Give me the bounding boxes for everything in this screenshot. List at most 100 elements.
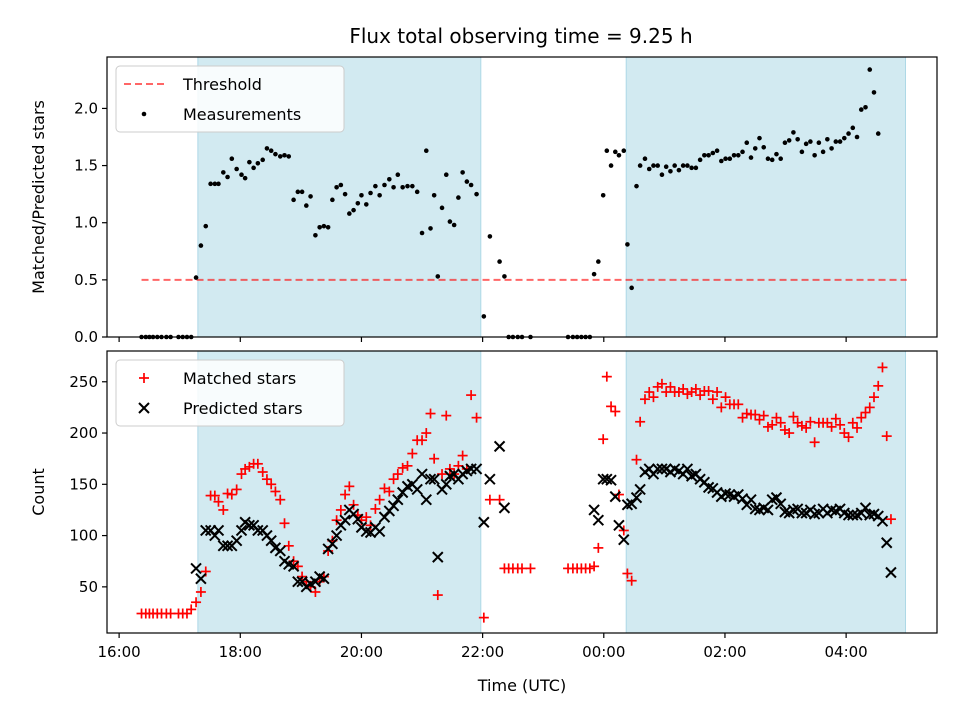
data-point	[846, 131, 851, 136]
data-point	[752, 146, 758, 151]
data-point	[217, 540, 230, 552]
x-axis-label: Time (UTC)	[477, 676, 566, 695]
data-point	[464, 179, 470, 184]
y-tick-label: 150	[69, 475, 98, 493]
data-point	[351, 207, 356, 213]
data-point	[672, 163, 677, 168]
data-point	[610, 406, 621, 417]
shaded-interval	[625, 350, 906, 634]
data-point	[274, 545, 286, 557]
data-point	[326, 538, 339, 550]
data-point	[428, 226, 433, 231]
data-point	[373, 525, 386, 538]
y-tick-label: 50	[79, 578, 98, 596]
data-point	[745, 493, 757, 506]
data-point	[761, 144, 767, 150]
data-point	[770, 491, 783, 504]
data-point	[727, 156, 733, 162]
data-point	[252, 458, 263, 469]
data-point	[421, 428, 432, 439]
data-point	[221, 170, 226, 175]
legend: Threshold Measurements	[115, 65, 345, 133]
data-point	[502, 274, 507, 279]
data-point	[652, 463, 664, 475]
data-point	[400, 184, 405, 190]
data-point	[784, 428, 795, 439]
data-point	[608, 163, 614, 168]
chart-title: Flux total observing time = 9.25 h	[349, 24, 692, 48]
data-point	[592, 514, 605, 526]
data-point	[265, 535, 277, 547]
data-point	[419, 230, 425, 236]
data-point	[830, 413, 841, 424]
data-point	[484, 494, 495, 505]
data-point	[854, 134, 860, 140]
data-point	[847, 509, 859, 521]
data-point	[288, 556, 299, 567]
data-point	[218, 504, 229, 515]
data-point	[216, 181, 221, 187]
data-point	[225, 174, 230, 180]
data-point	[829, 146, 834, 151]
data-point	[723, 156, 728, 162]
data-point	[613, 519, 625, 532]
data-point	[663, 164, 669, 170]
data-point	[286, 154, 292, 159]
data-point	[850, 125, 856, 131]
data-point	[212, 181, 218, 187]
legend-box	[115, 359, 345, 427]
data-point	[625, 242, 630, 247]
data-point	[429, 453, 440, 464]
data-point	[261, 474, 272, 485]
data-point	[247, 159, 252, 165]
data-point	[762, 504, 774, 516]
data-point	[877, 362, 888, 373]
data-point	[762, 421, 773, 432]
data-point	[769, 157, 775, 163]
data-point	[352, 513, 364, 525]
series-predicted-stars	[190, 440, 897, 593]
data-point	[279, 518, 290, 529]
data-point	[690, 383, 701, 394]
data-point	[706, 152, 711, 158]
data-point	[295, 189, 301, 195]
data-point	[833, 139, 839, 144]
data-point	[651, 163, 656, 168]
data-point	[340, 489, 351, 500]
data-point	[808, 139, 813, 144]
data-point	[665, 381, 676, 392]
data-point	[213, 496, 224, 507]
data-point	[868, 392, 879, 403]
y-axis-label: Matched/Predicted stars	[29, 100, 48, 294]
data-point	[733, 399, 744, 410]
legend-label: Measurements	[183, 105, 301, 124]
data-point	[387, 176, 392, 182]
data-point	[757, 135, 762, 141]
data-point	[635, 416, 646, 427]
data-point	[388, 474, 399, 485]
data-point	[758, 410, 769, 421]
data-point	[338, 182, 344, 188]
data-point	[525, 563, 536, 574]
data-point	[417, 435, 428, 446]
data-point	[416, 468, 428, 480]
data-point	[374, 494, 385, 505]
data-point	[646, 166, 652, 172]
data-point	[816, 140, 822, 146]
data-point	[648, 392, 659, 403]
y-tick-label: 250	[69, 373, 98, 391]
data-point	[656, 378, 667, 389]
data-point	[230, 535, 243, 547]
data-point	[860, 407, 871, 418]
data-point	[626, 575, 637, 586]
data-point	[334, 184, 339, 190]
data-point	[697, 157, 703, 163]
data-point	[291, 197, 296, 203]
data-point	[257, 467, 268, 478]
data-point	[600, 192, 606, 198]
data-point	[612, 149, 618, 155]
data-point	[812, 152, 817, 158]
data-point	[885, 514, 896, 525]
data-point	[266, 479, 277, 490]
